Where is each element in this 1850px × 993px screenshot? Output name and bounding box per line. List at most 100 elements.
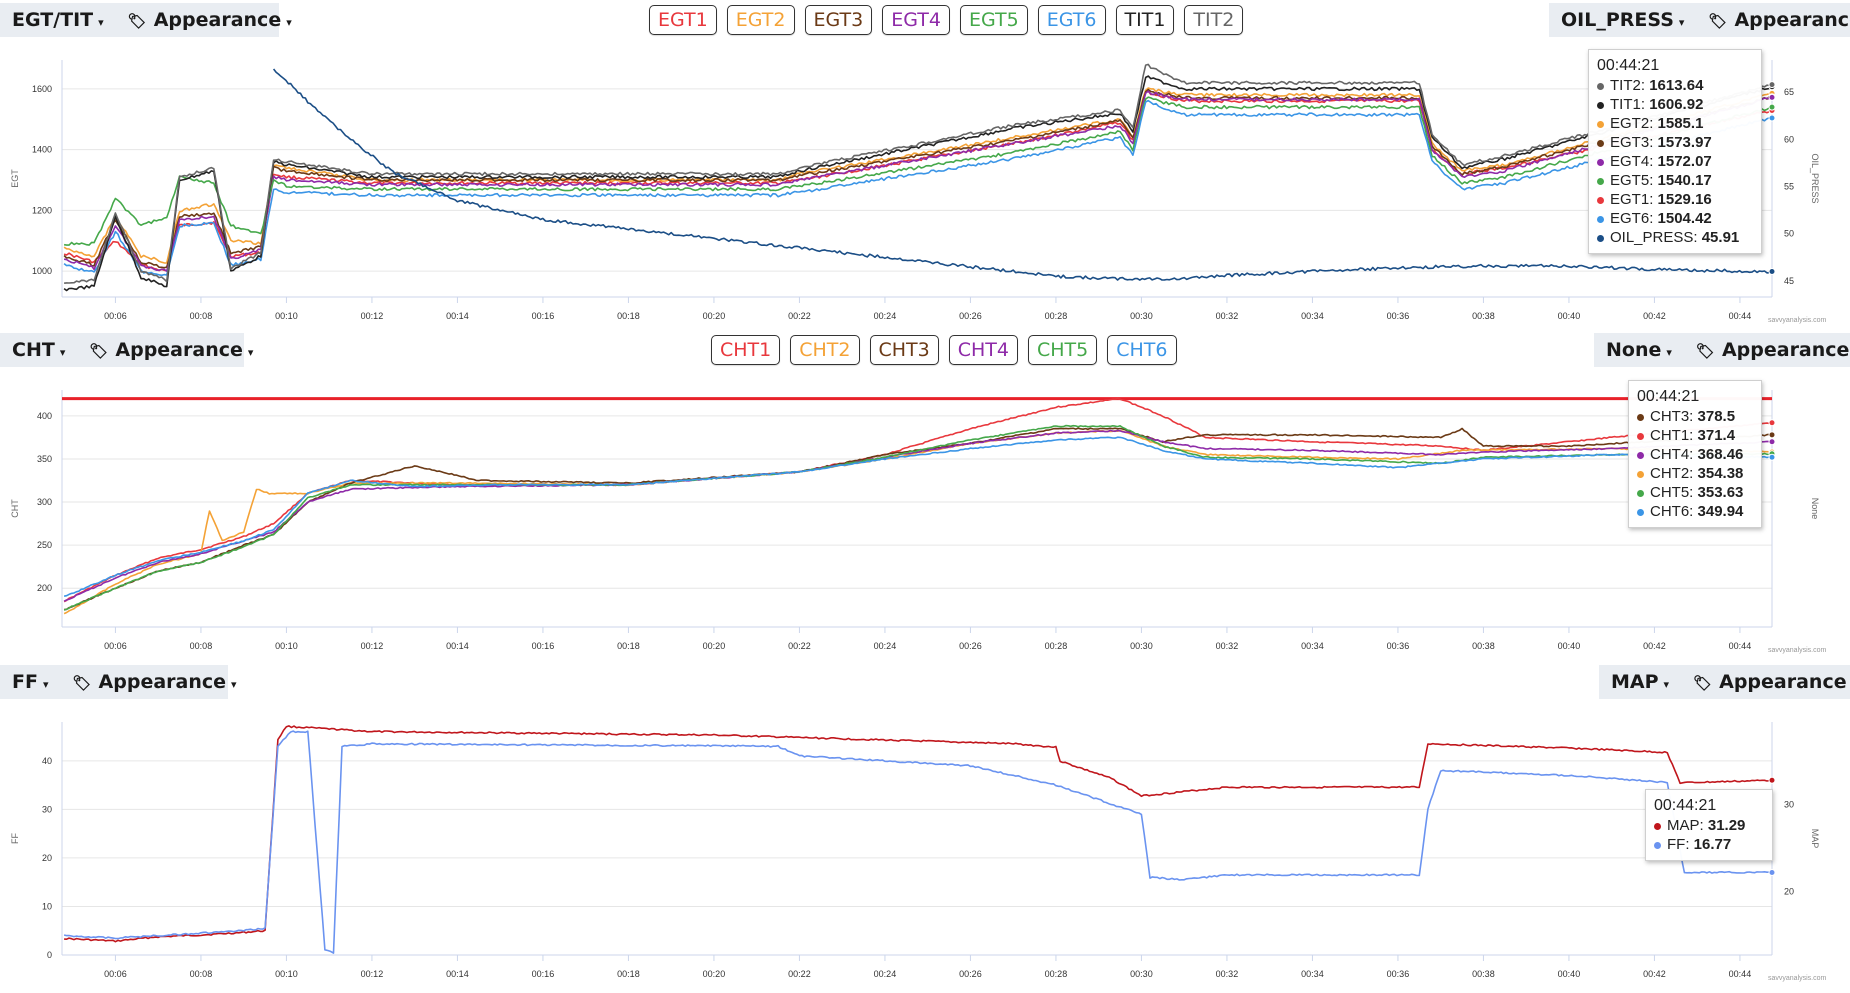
legend-toggle-cht1[interactable]: CHT1 bbox=[711, 335, 781, 365]
tooltip-series-value: 45.91 bbox=[1701, 229, 1740, 246]
series-line-cht5[interactable] bbox=[63, 424, 1773, 611]
y-tick-label: 250 bbox=[37, 540, 52, 550]
tooltip-series-name: OIL_PRESS bbox=[1610, 229, 1694, 246]
credit-text: savvyanalysis.com bbox=[1768, 317, 1827, 324]
series-line-tit1[interactable] bbox=[63, 75, 1773, 292]
x-tick-label: 00:06 bbox=[104, 311, 127, 321]
x-tick-label: 00:14 bbox=[446, 641, 469, 651]
x-tick-label: 00:36 bbox=[1387, 969, 1410, 979]
legend-toggle-tit1[interactable]: TIT1 bbox=[1115, 5, 1175, 35]
x-tick-label: 00:36 bbox=[1387, 311, 1410, 321]
series-line-egt3[interactable] bbox=[63, 88, 1773, 269]
cht-appearance-button[interactable]: 🏷 Appearance ▾ bbox=[89, 339, 254, 361]
tooltip-time: 00:44:21 bbox=[1637, 388, 1700, 405]
tooltip-series-value: 1572.07 bbox=[1657, 153, 1712, 170]
series-line-egt4[interactable] bbox=[63, 90, 1773, 272]
series-line-cht1[interactable] bbox=[63, 397, 1773, 603]
ff-axis-selector[interactable]: FF ▾ bbox=[12, 671, 49, 693]
series-line-cht4[interactable] bbox=[63, 429, 1773, 602]
legend-toggle-cht4[interactable]: CHT4 bbox=[948, 335, 1018, 365]
chevron-down-icon: ▾ bbox=[286, 16, 292, 29]
ff-chart[interactable]: 0 10 20 30 40 20 30 00:06 00:08 00:10 00:12 00:14 00… bbox=[0, 662, 1850, 993]
tooltip-series-name: CHT1 bbox=[1650, 427, 1690, 444]
x-tick-label: 00:32 bbox=[1216, 641, 1239, 651]
hover-marker-cht4 bbox=[1768, 438, 1776, 446]
ff-right-appearance-button[interactable]: 🏷Appearance▾ bbox=[1693, 671, 1847, 693]
cht-chart[interactable]: 200 250 300 350 400 00:06 00:08 00:10 00:12 00:14… bbox=[0, 330, 1850, 662]
x-tick-label: 00:40 bbox=[1558, 311, 1581, 321]
cht-right-appearance-button[interactable]: 🏷Appearance▾ bbox=[1695, 339, 1850, 361]
x-tick-label: 00:16 bbox=[532, 311, 555, 321]
x-tick-label: 00:38 bbox=[1472, 311, 1495, 321]
ff-appearance-button[interactable]: 🏷 Appearance ▾ bbox=[72, 671, 237, 693]
x-tick-label: 00:24 bbox=[874, 969, 897, 979]
x-tick-label: 00:22 bbox=[788, 969, 811, 979]
x-tick-label: 00:32 bbox=[1216, 311, 1239, 321]
x-tick-label: 00:44 bbox=[1729, 311, 1752, 321]
tooltip-series-name: MAP bbox=[1667, 817, 1700, 834]
y-axis-title: FF bbox=[10, 833, 20, 844]
chevron-down-icon: ▾ bbox=[1678, 16, 1685, 29]
legend-toggle-cht6[interactable]: CHT6 bbox=[1107, 335, 1177, 365]
x-tick-label: 00:26 bbox=[959, 311, 982, 321]
legend-toggle-tit2[interactable]: TIT2 bbox=[1184, 5, 1244, 35]
tooltip-series-value: 1613.64 bbox=[1649, 77, 1704, 94]
x-tick-label: 00:22 bbox=[788, 311, 811, 321]
cht-axis-selector[interactable]: CHT ▾ bbox=[12, 339, 66, 361]
legend-toggle-egt1[interactable]: EGT1 bbox=[649, 5, 717, 35]
y-tick-label: 1600 bbox=[32, 84, 52, 94]
series-line-egt6[interactable] bbox=[63, 99, 1773, 277]
tag-icon: 🏷 bbox=[127, 12, 147, 30]
legend-toggle-cht3[interactable]: CHT3 bbox=[869, 335, 939, 365]
legend-toggle-egt5[interactable]: EGT5 bbox=[960, 5, 1028, 35]
y-tick-label: 400 bbox=[37, 411, 52, 421]
series-line-oil_press[interactable] bbox=[272, 68, 1773, 281]
tooltip-series-value: 371.4 bbox=[1697, 427, 1736, 444]
x-tick-label: 00:28 bbox=[1045, 641, 1068, 651]
y2-tick-label: 60 bbox=[1784, 134, 1794, 144]
tooltip-row: FF: 16.77 bbox=[1654, 835, 1764, 854]
chevron-down-icon: ▾ bbox=[231, 678, 237, 691]
series-line-cht6[interactable] bbox=[63, 436, 1773, 597]
legend-toggle-cht2[interactable]: CHT2 bbox=[790, 335, 860, 365]
legend-toggle-cht5[interactable]: CHT5 bbox=[1028, 335, 1098, 365]
series-dot-icon bbox=[1597, 215, 1604, 223]
x-tick-label: 00:06 bbox=[104, 641, 127, 651]
y-tick-label: 300 bbox=[37, 497, 52, 507]
hover-marker-cht6 bbox=[1768, 453, 1776, 461]
cht-right-axis-selector[interactable]: None ▾ bbox=[1606, 339, 1672, 361]
tag-icon: 🏷 bbox=[1695, 342, 1715, 360]
egt-appearance-button[interactable]: 🏷 Appearance ▾ bbox=[127, 9, 292, 31]
tooltip-series-name: CHT3 bbox=[1650, 408, 1690, 425]
legend-toggle-egt4[interactable]: EGT4 bbox=[882, 5, 950, 35]
tooltip-time: 00:44:21 bbox=[1597, 57, 1660, 74]
series-dot-icon bbox=[1597, 82, 1604, 90]
series-line-ff[interactable] bbox=[63, 730, 1773, 954]
tooltip-series-value: 368.46 bbox=[1697, 446, 1744, 463]
egt-right-appearance-button[interactable]: 🏷Appearance▾ bbox=[1708, 9, 1850, 31]
chevron-down-icon: ▾ bbox=[247, 346, 254, 359]
ff-right-axis-selector[interactable]: MAP ▾ bbox=[1611, 671, 1670, 693]
legend-toggle-egt2[interactable]: EGT2 bbox=[726, 5, 795, 35]
tooltip-row: EGT5: 1540.17 bbox=[1597, 171, 1753, 190]
series-line-egt5[interactable] bbox=[63, 96, 1773, 246]
legend-toggle-egt6[interactable]: EGT6 bbox=[1037, 5, 1106, 35]
egt-axis-selector[interactable]: EGT/TIT ▾ bbox=[12, 9, 104, 31]
x-tick-label: 00:16 bbox=[532, 641, 555, 651]
series-dot-icon bbox=[1654, 841, 1661, 849]
x-tick-label: 00:38 bbox=[1472, 641, 1495, 651]
cht-panel: CHT ▾ 🏷 Appearance ▾ CHT1 CHT2 CHT3 CHT4 CHT5 CH… bbox=[0, 330, 1850, 662]
x-tick-label: 00:18 bbox=[617, 311, 640, 321]
x-tick-label: 00:14 bbox=[446, 311, 469, 321]
egt-right-axis-selector[interactable]: OIL_PRESS ▾ bbox=[1561, 9, 1685, 31]
tooltip-series-value: 1529.16 bbox=[1657, 191, 1712, 208]
cht-right-controls: None▾ 🏷Appearance▾ bbox=[1594, 333, 1850, 367]
egt-chart[interactable]: 1000 1200 1400 1600 45 50 55 60 65 00:06 00:08 00:1… bbox=[0, 0, 1850, 330]
legend-toggle-egt3[interactable]: EGT3 bbox=[804, 5, 873, 35]
series-line-map[interactable] bbox=[64, 725, 1773, 943]
x-tick-label: 00:34 bbox=[1301, 311, 1324, 321]
ff-right-controls: MAP▾ 🏷Appearance▾ bbox=[1599, 665, 1850, 699]
series-line-tit2[interactable] bbox=[64, 63, 1773, 284]
x-tick-label: 00:08 bbox=[190, 641, 213, 651]
series-dot-icon bbox=[1637, 432, 1644, 440]
